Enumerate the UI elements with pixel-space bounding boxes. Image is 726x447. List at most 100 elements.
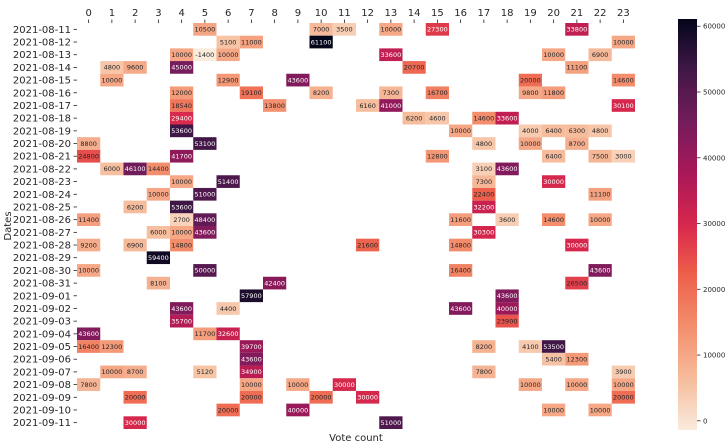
heatmap-cell: [472, 187, 496, 201]
heatmap-cell: [332, 23, 356, 36]
heatmap-cell: [286, 73, 310, 87]
heatmap-cell: [495, 213, 519, 226]
x-tick-label: 1: [109, 8, 115, 19]
cell-value-label: 8100: [150, 279, 167, 287]
heatmap-cell: [379, 416, 403, 429]
x-tick-label: 17: [478, 8, 491, 19]
cell-value-label: 10000: [543, 51, 564, 59]
heatmap-cell: [356, 390, 380, 404]
heatmap-cell: [588, 213, 612, 226]
y-tick-label: 2021-08-25: [13, 202, 71, 213]
heatmap-cell: [588, 403, 612, 417]
heatmap-cell: [170, 61, 194, 74]
cell-value-label: 11700: [195, 330, 216, 338]
cell-value-label: 10000: [288, 381, 309, 389]
cell-value-label: 20000: [125, 394, 146, 402]
heatmap-cell: [425, 111, 449, 125]
y-tick-label: 2021-08-16: [13, 88, 71, 99]
cell-value-label: 14400: [148, 165, 169, 173]
heatmap-cell: [77, 137, 101, 150]
cell-value-label: 4800: [592, 127, 609, 135]
heatmap-cell: [495, 314, 519, 328]
heatmap-cell: [216, 48, 240, 62]
heatmap-cell: [332, 378, 356, 391]
cell-value-label: 10000: [520, 140, 541, 148]
x-tick-label: 10: [315, 8, 328, 19]
colorbar-tick-label: 10000: [703, 352, 725, 360]
heatmap-cell: [402, 61, 426, 74]
heatmap-cell: [472, 162, 496, 176]
x-tick-label: 20: [547, 8, 560, 19]
heatmap-cell: [542, 175, 566, 188]
heatmap-cell: [449, 124, 473, 138]
cell-value-label: 27300: [427, 26, 448, 34]
cell-value-label: 10000: [567, 381, 588, 389]
cell-value-label: 50000: [195, 267, 216, 275]
heatmap-cell: [588, 48, 612, 62]
cell-value-label: 5100: [220, 38, 237, 46]
cell-value-label: 10000: [613, 38, 634, 46]
x-tick-label: 13: [385, 8, 398, 19]
heatmap-cell: [425, 23, 449, 36]
cell-value-label: 42400: [264, 279, 285, 287]
heatmap-cell: [77, 340, 101, 353]
cell-value-label: 18540: [171, 102, 192, 110]
heatmap-cell: [77, 238, 101, 252]
cell-value-label: 6000: [104, 165, 121, 173]
cell-value-label: 30000: [543, 178, 564, 186]
cell-value-label: 10000: [78, 267, 99, 275]
heatmap-cell: [611, 99, 635, 112]
cell-value-label: 61100: [311, 38, 332, 46]
heatmap-cell: [449, 264, 473, 277]
y-tick-label: 2021-08-29: [13, 253, 71, 264]
x-tick-label: 0: [85, 8, 91, 19]
cell-value-label: 48400: [195, 216, 216, 224]
heatmap-cell: [216, 73, 240, 87]
heatmap-cell: [588, 149, 612, 163]
colorbar-tick-label: 30000: [703, 220, 725, 228]
heatmap-cell: [193, 48, 217, 62]
heatmap-cell: [518, 124, 542, 138]
heatmap-cell: [495, 302, 519, 315]
cell-value-label: 8700: [127, 368, 144, 376]
cell-value-label: 51400: [218, 178, 239, 186]
cell-value-label: 6160: [359, 102, 376, 110]
heatmap-cell: [146, 251, 170, 265]
cell-value-label: 19100: [241, 89, 262, 97]
cell-value-label: 3500: [336, 26, 353, 34]
cell-value-label: 59400: [148, 254, 169, 262]
heatmap-cell: [100, 162, 124, 176]
cell-value-label: 7800: [476, 368, 493, 376]
y-tick-label: 2021-08-11: [13, 25, 71, 36]
cell-value-label: 43600: [590, 267, 611, 275]
heatmap-cell: [170, 302, 194, 315]
y-tick-label: 2021-09-03: [13, 317, 71, 328]
heatmap-cell: [542, 213, 566, 226]
heatmap-cell: [565, 61, 589, 74]
cell-value-label: 35700: [171, 317, 192, 325]
cell-value-label: 20000: [311, 394, 332, 402]
colorbar-tick-label: 50000: [703, 88, 725, 96]
cell-value-label: 10000: [543, 406, 564, 414]
y-tick-label: 2021-08-18: [13, 114, 71, 125]
x-tick-label: 14: [408, 8, 421, 19]
heatmap-cell: [472, 175, 496, 188]
heatmap-cell: [239, 289, 263, 303]
heatmap-cell: [239, 378, 263, 391]
heatmap-cell: [123, 61, 147, 74]
cell-value-label: 9800: [522, 89, 539, 97]
heatmap-cell: [518, 73, 542, 87]
heatmap-cell: [449, 213, 473, 226]
cell-value-label: 4000: [522, 127, 539, 135]
heatmap-cell: [309, 23, 333, 36]
colorbar-tick-label: 0: [703, 417, 707, 425]
heatmap-cell: [146, 162, 170, 176]
heatmap-cell: [542, 340, 566, 353]
heatmap-cell: [425, 86, 449, 100]
heatmap-cell: [239, 86, 263, 100]
cell-value-label: 43600: [497, 292, 518, 300]
heatmap-cell: [100, 73, 124, 87]
heatmap-cell: [123, 365, 147, 379]
cell-value-label: 33800: [567, 26, 588, 34]
